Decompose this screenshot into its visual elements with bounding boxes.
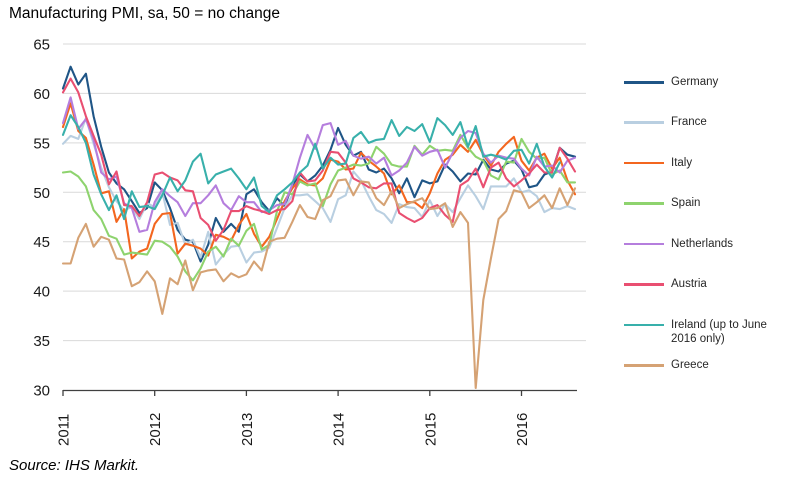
legend-item: Ireland (up to June 2016 only) <box>624 318 775 346</box>
source-note: Source: IHS Markit. <box>9 457 140 474</box>
y-tick-label: 45 <box>33 234 50 251</box>
legend-item: Spain <box>624 196 775 210</box>
x-tick-label: 2011 <box>56 414 73 446</box>
legend-label: Germany <box>671 76 719 88</box>
legend-swatch <box>624 364 664 367</box>
series-ireland-up-to-june-2016-only <box>61 114 561 221</box>
legend-label: Spain <box>671 197 701 210</box>
x-tick-label: 2015 <box>422 413 439 446</box>
legend-label: Greece <box>671 359 709 371</box>
y-tick-label: 40 <box>33 284 50 301</box>
series-greece <box>61 178 577 390</box>
legend-item: Germany <box>624 75 775 89</box>
legend: Germany France Italy Spain Netherlands Austri… <box>624 0 786 492</box>
legend-swatch <box>624 283 664 286</box>
legend-swatch <box>624 202 664 205</box>
legend-item: Italy <box>624 156 775 170</box>
chart-title: Manufacturing PMI, sa, 50 = no change <box>9 5 280 22</box>
y-tick-label: 35 <box>33 333 50 350</box>
legend-swatch <box>624 161 664 165</box>
series-italy <box>61 102 577 260</box>
x-tick-label: 2012 <box>147 413 164 446</box>
legend-item: Greece <box>624 358 775 372</box>
legend-label: Austria <box>671 278 707 291</box>
y-tick-label: 50 <box>33 185 50 202</box>
legend-label: Netherlands <box>671 237 734 250</box>
legend-swatch <box>624 323 664 327</box>
x-tick-label: 2016 <box>514 413 531 446</box>
x-tick-label: 2014 <box>331 413 348 446</box>
legend-label: Italy <box>671 156 693 169</box>
series-france <box>61 117 577 266</box>
x-tick-label: 2013 <box>239 413 256 446</box>
y-tick-label: 60 <box>33 86 50 103</box>
series-austria <box>61 77 577 242</box>
legend-label: France <box>671 116 707 129</box>
legend-item: France <box>624 115 775 129</box>
series-netherlands <box>61 96 577 233</box>
legend-item: Netherlands <box>624 237 775 251</box>
y-tick-label: 65 <box>33 37 50 54</box>
y-tick-label: 30 <box>33 383 50 400</box>
legend-swatch <box>624 242 664 246</box>
legend-label: Ireland (up to June 2016 only) <box>671 318 767 345</box>
legend-swatch <box>624 81 664 84</box>
legend-item: Austria <box>624 277 775 291</box>
y-tick-label: 55 <box>33 135 50 152</box>
legend-swatch <box>624 121 664 124</box>
